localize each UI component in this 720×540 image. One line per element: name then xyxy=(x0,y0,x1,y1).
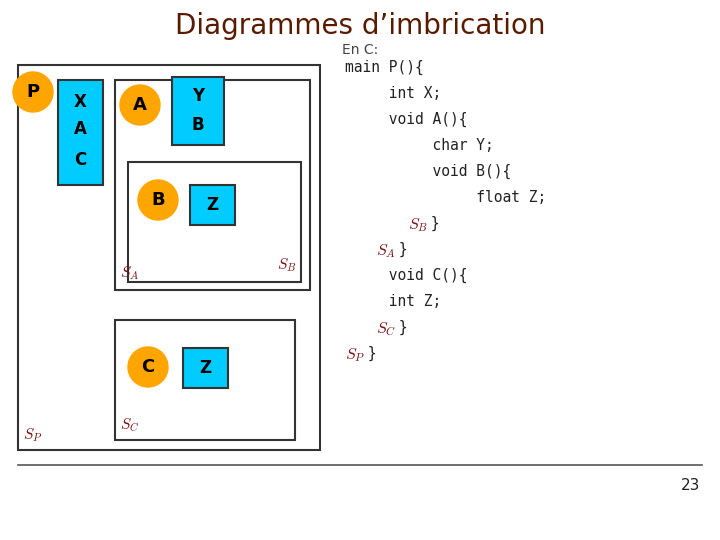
Text: P: P xyxy=(27,83,40,101)
Text: Diagrammes d’imbrication: Diagrammes d’imbrication xyxy=(175,12,545,40)
Text: C: C xyxy=(141,358,155,376)
Text: int Z;: int Z; xyxy=(345,294,441,309)
Text: $S_B$: $S_B$ xyxy=(408,216,428,234)
Bar xyxy=(115,80,310,290)
Text: Y: Y xyxy=(192,87,204,105)
Text: Z: Z xyxy=(199,359,212,377)
Text: $S_P$: $S_P$ xyxy=(345,346,365,364)
Text: }: } xyxy=(390,242,408,257)
Text: A: A xyxy=(74,120,87,138)
Text: void C(){: void C(){ xyxy=(345,268,467,283)
Text: }: } xyxy=(422,216,439,231)
Text: }: } xyxy=(390,320,408,335)
Text: char Y;: char Y; xyxy=(345,138,494,153)
Text: B: B xyxy=(192,116,204,133)
Text: $S_C$: $S_C$ xyxy=(377,320,397,338)
Text: Z: Z xyxy=(207,196,219,214)
Text: main P(){: main P(){ xyxy=(345,60,424,75)
Text: int X;: int X; xyxy=(345,86,441,101)
Bar xyxy=(183,348,228,388)
Bar xyxy=(18,65,320,450)
Text: $S_B$: $S_B$ xyxy=(276,256,296,274)
Text: A: A xyxy=(133,96,147,114)
Text: $S_A$: $S_A$ xyxy=(120,265,139,282)
Text: 23: 23 xyxy=(680,478,700,493)
Text: void B(){: void B(){ xyxy=(345,164,511,179)
Bar xyxy=(190,185,235,225)
Bar xyxy=(58,80,103,185)
Bar xyxy=(115,320,295,440)
Text: $S_A$: $S_A$ xyxy=(377,242,397,260)
Text: }: } xyxy=(359,346,377,361)
Text: En C:: En C: xyxy=(342,43,378,57)
Bar xyxy=(128,162,301,282)
Text: C: C xyxy=(74,151,86,169)
Text: $S_C$: $S_C$ xyxy=(120,416,140,434)
Circle shape xyxy=(128,347,168,387)
Text: float Z;: float Z; xyxy=(345,190,546,205)
Bar xyxy=(172,77,224,145)
Text: B: B xyxy=(151,191,165,209)
Text: $S_P$: $S_P$ xyxy=(23,427,42,444)
Circle shape xyxy=(138,180,178,220)
Circle shape xyxy=(13,72,53,112)
Circle shape xyxy=(120,85,160,125)
Text: void A(){: void A(){ xyxy=(345,112,467,127)
Text: X: X xyxy=(74,93,87,111)
